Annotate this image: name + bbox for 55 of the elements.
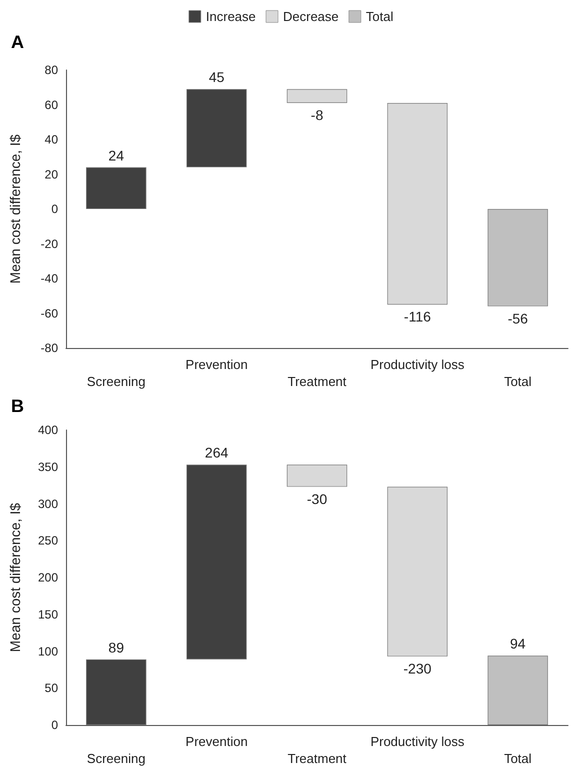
x-tick-label: Prevention: [186, 734, 248, 749]
y-tick-label: 20: [44, 167, 58, 182]
x-tick-label: Total: [504, 751, 532, 766]
data-label: 89: [108, 639, 124, 656]
bar: [387, 103, 448, 305]
chart-title: A: [11, 32, 24, 52]
chart-title: B: [11, 396, 24, 416]
bar: [488, 209, 548, 306]
bar: [387, 486, 448, 656]
y-tick-label: 0: [51, 202, 58, 216]
data-label: 94: [510, 636, 526, 652]
data-label: 24: [108, 147, 124, 164]
y-tick-label: 200: [38, 570, 58, 584]
y-axis-title: Mean cost difference, I$: [7, 502, 23, 652]
data-label: -8: [310, 107, 324, 124]
y-axis-title: Mean cost difference, I$: [7, 134, 23, 284]
data-label: 45: [208, 69, 225, 86]
y-tick-label: 80: [44, 63, 58, 77]
y-tick-label: 400: [38, 423, 58, 437]
x-tick-label: Screening: [86, 751, 146, 766]
data-label: -230: [403, 660, 432, 676]
x-tick-label: Treatment: [288, 374, 347, 389]
y-tick-label: 300: [38, 496, 58, 511]
bar: [186, 89, 247, 168]
y-tick-label: -80: [40, 341, 58, 355]
bar: [286, 89, 348, 104]
x-tick-label: Treatment: [288, 751, 347, 766]
bar: [186, 464, 247, 660]
y-tick-label: 50: [44, 681, 58, 696]
y-tick-label: 60: [44, 98, 58, 112]
x-tick-label: Screening: [86, 374, 146, 389]
bar: [86, 659, 146, 725]
legend-label: Increase: [206, 9, 256, 24]
y-tick-label: -20: [40, 236, 58, 251]
data-label: -56: [508, 310, 528, 326]
x-tick-label: Productivity loss: [370, 357, 465, 372]
data-label: 264: [204, 444, 228, 461]
y-tick-label: 40: [44, 132, 58, 146]
legend-label: Decrease: [283, 9, 339, 24]
y-tick-label: -40: [40, 272, 58, 286]
data-label: -116: [404, 308, 432, 325]
x-tick-label: Prevention: [186, 357, 248, 372]
bar: [86, 167, 146, 209]
bar: [286, 464, 348, 487]
bar: [488, 656, 548, 725]
x-tick-label: Total: [504, 374, 532, 389]
data-label: -30: [306, 490, 328, 507]
x-tick-label: Productivity loss: [370, 734, 465, 749]
y-tick-label: 350: [38, 460, 58, 474]
y-tick-label: 150: [38, 607, 58, 622]
y-tick-label: 100: [38, 644, 58, 658]
y-tick-label: 250: [38, 534, 58, 548]
y-tick-label: -60: [40, 306, 58, 320]
y-tick-label: 0: [51, 718, 58, 732]
legend-label: Total: [366, 9, 394, 24]
